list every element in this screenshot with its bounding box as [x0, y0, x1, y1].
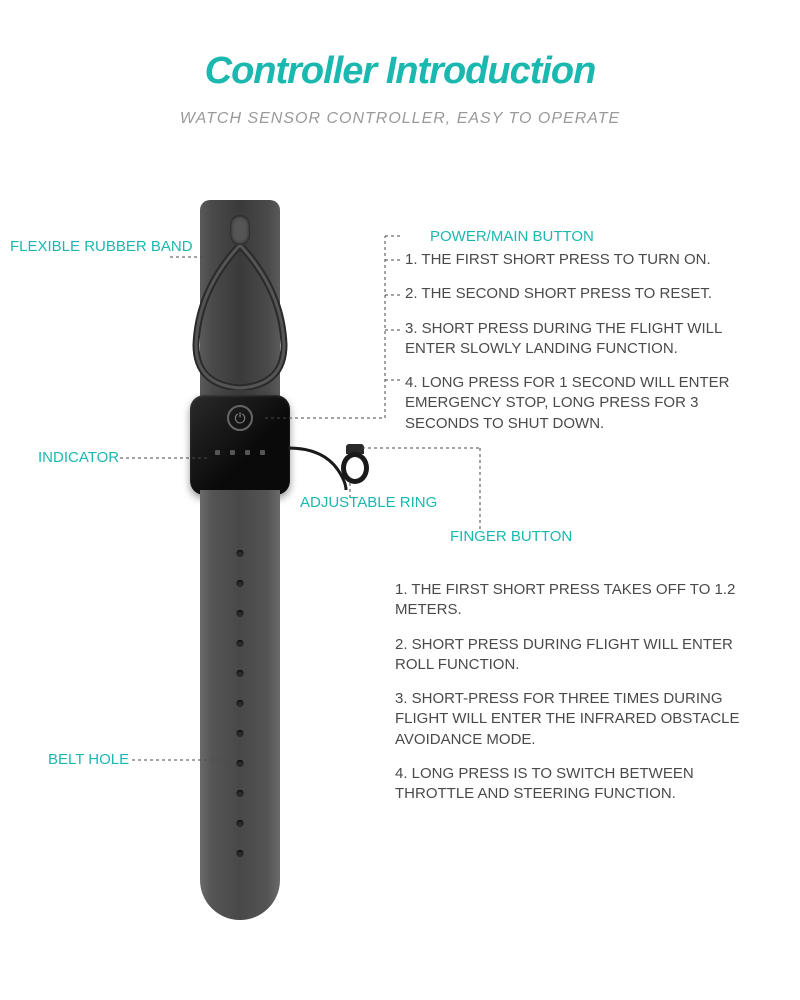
- label-finger-button: FINGER BUTTON: [450, 528, 572, 545]
- instruction-item: 4. LONG PRESS IS TO SWITCH BETWEEN THROT…: [395, 764, 775, 805]
- instruction-item: 3. SHORT PRESS DURING THE FLIGHT WILL EN…: [405, 319, 765, 360]
- label-indicator: INDICATOR: [38, 449, 119, 466]
- finger-instructions: 1. THE FIRST SHORT PRESS TAKES OFF TO 1.…: [395, 580, 775, 818]
- finger-ring: [338, 448, 372, 488]
- belt-hole-dot: [237, 640, 244, 647]
- belt-hole-dot: [237, 580, 244, 587]
- instruction-item: 3. SHORT-PRESS FOR THREE TIMES DURING FL…: [395, 689, 775, 750]
- instruction-item: 2. SHORT PRESS DURING FLIGHT WILL ENTER …: [395, 635, 775, 676]
- label-belt-hole: BELT HOLE: [48, 751, 129, 768]
- strap-bottom: [200, 490, 280, 920]
- instruction-item: 2. THE SECOND SHORT PRESS TO RESET.: [405, 284, 765, 304]
- controller-illustration: ⏻: [140, 200, 340, 930]
- belt-hole-dot: [237, 790, 244, 797]
- instruction-item: 1. THE FIRST SHORT PRESS TAKES OFF TO 1.…: [395, 580, 775, 621]
- instruction-item: 4. LONG PRESS FOR 1 SECOND WILL ENTER EM…: [405, 373, 765, 434]
- power-button-icon: ⏻: [227, 405, 253, 431]
- strap-slot: [230, 215, 250, 245]
- label-flexible-band: FLEXIBLE RUBBER BAND: [10, 238, 193, 255]
- belt-hole-dot: [237, 730, 244, 737]
- page-title: Controller Introduction: [0, 50, 800, 93]
- label-adjustable-ring: ADJUSTABLE RING: [300, 494, 437, 511]
- page-subtitle: WATCH SENSOR CONTROLLER, EASY TO OPERATE: [0, 110, 800, 128]
- watch-body: ⏻: [190, 395, 290, 495]
- instruction-item: 1. THE FIRST SHORT PRESS TO TURN ON.: [405, 250, 765, 270]
- belt-hole-dot: [237, 760, 244, 767]
- label-power-button: POWER/MAIN BUTTON: [430, 228, 594, 245]
- belt-hole-dot: [237, 550, 244, 557]
- belt-hole-dot: [237, 700, 244, 707]
- belt-hole-dot: [237, 610, 244, 617]
- belt-hole-dot: [237, 670, 244, 677]
- belt-hole-dot: [237, 820, 244, 827]
- belt-hole-dot: [237, 850, 244, 857]
- rubber-band-shape: [188, 245, 292, 390]
- indicator-dots: [215, 450, 265, 455]
- power-instructions: 1. THE FIRST SHORT PRESS TO TURN ON. 2. …: [405, 250, 765, 448]
- ring-body: [341, 452, 369, 484]
